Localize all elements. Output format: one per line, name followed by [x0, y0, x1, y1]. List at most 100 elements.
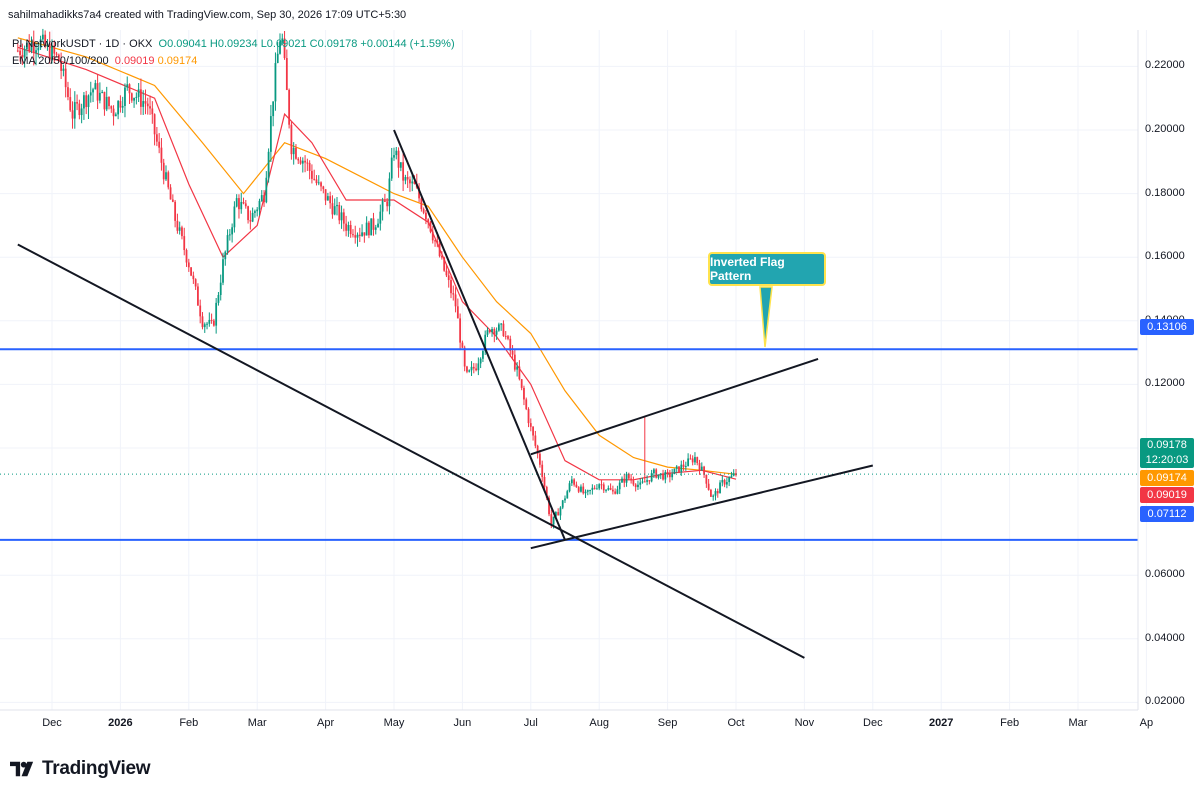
candle-body — [35, 50, 37, 53]
candle-body — [502, 323, 505, 336]
change-value: +0.00144 (+1.59%) — [360, 38, 455, 50]
candle-body — [320, 182, 322, 187]
candle-body — [299, 160, 302, 164]
candle-body — [60, 61, 63, 71]
candle-body — [108, 96, 110, 107]
candle-body — [338, 204, 341, 221]
candle-body — [488, 330, 491, 333]
candle-body — [39, 39, 42, 48]
candle-body — [443, 257, 446, 271]
candle-body — [121, 105, 124, 108]
candle-body — [646, 480, 648, 482]
candle-body — [354, 235, 357, 238]
candle-body — [525, 399, 528, 410]
price-tick-label: 0.06000 — [1145, 568, 1185, 581]
candle-body — [500, 323, 503, 325]
candle-body — [336, 204, 338, 207]
candle-body — [568, 483, 571, 492]
candle-body — [258, 200, 261, 210]
time-tick-label: 2027 — [928, 717, 954, 729]
candle-body — [429, 221, 432, 232]
candle-body — [687, 458, 690, 467]
candle-body — [167, 172, 170, 188]
inverted-flag-callout[interactable]: Inverted Flag Pattern — [708, 252, 826, 286]
candle-body — [44, 34, 47, 47]
candle-body — [89, 92, 92, 96]
candle-body — [554, 512, 557, 517]
candle-body — [183, 236, 186, 251]
candle-body — [358, 234, 361, 236]
candle-body — [85, 95, 88, 108]
candle-body — [657, 474, 660, 478]
candle-body — [648, 480, 651, 482]
candle-body — [598, 484, 601, 489]
candle-body — [158, 141, 161, 148]
candle-body — [418, 187, 420, 199]
tradingview-brand[interactable]: TradingView — [10, 758, 151, 780]
candle-body — [263, 195, 265, 203]
candle-body — [345, 223, 348, 231]
candle-body — [247, 206, 249, 221]
candle-body — [165, 172, 167, 180]
price-tick-label: 0.20000 — [1145, 123, 1185, 135]
channel-lower-trendline — [564, 464, 874, 541]
candle-body — [707, 483, 710, 490]
candle-body — [187, 262, 190, 268]
candle-body — [534, 435, 537, 446]
candle-body — [714, 491, 717, 496]
ema-label[interactable]: EMA 20/50/100/200 — [12, 55, 109, 67]
candle-body — [55, 53, 58, 55]
symbol-label[interactable]: PI NetworkUSDT · 1D · OKX — [12, 38, 153, 50]
open-value: O0.09041 — [158, 38, 207, 50]
tradingview-logo-icon — [10, 761, 34, 777]
time-tick-label: Apr — [317, 717, 335, 729]
candle-body — [723, 479, 726, 485]
candle-body — [151, 108, 154, 115]
candle-body — [728, 477, 731, 483]
candle-body — [333, 206, 336, 215]
candle-body — [233, 206, 236, 228]
candle-body — [440, 256, 443, 258]
candle-body — [564, 498, 566, 501]
candle-body — [607, 488, 610, 490]
candle-body — [589, 490, 591, 492]
tradingview-wordmark: TradingView — [42, 758, 151, 779]
candle-body — [94, 83, 97, 90]
candle-body — [288, 89, 291, 125]
candle-body — [434, 240, 436, 242]
flagpole-trendline — [393, 129, 566, 541]
candle-body — [436, 241, 439, 244]
candle-body — [422, 209, 425, 213]
candle-body — [689, 458, 692, 460]
candle-body — [272, 101, 275, 117]
candle-body — [561, 500, 564, 508]
candle-body — [57, 54, 60, 62]
candle-body — [700, 466, 703, 471]
candle-body — [559, 507, 562, 516]
candle-body — [643, 481, 646, 483]
candle-body — [732, 473, 735, 476]
candle-body — [653, 469, 655, 474]
candle-body — [112, 108, 115, 117]
chart-attribution: sahilmahadikks7a4 created with TradingVi… — [8, 9, 407, 21]
candle-body — [497, 324, 500, 331]
candle-body — [283, 38, 286, 59]
candle-body — [402, 162, 405, 181]
candle-body — [304, 160, 306, 163]
candle-body — [529, 423, 532, 427]
candle-body — [570, 479, 573, 484]
candle-body — [96, 83, 99, 101]
candle-body — [311, 170, 313, 179]
candle-body — [725, 482, 728, 485]
candle-body — [37, 47, 40, 51]
candle-body — [87, 95, 90, 108]
candle-body — [509, 338, 512, 351]
candle-body — [281, 38, 284, 42]
candle-body — [664, 471, 667, 480]
candle-body — [383, 200, 386, 202]
candle-body — [194, 279, 197, 287]
candle-body — [46, 43, 49, 47]
candle-body — [295, 147, 297, 159]
candle-body — [409, 179, 411, 184]
